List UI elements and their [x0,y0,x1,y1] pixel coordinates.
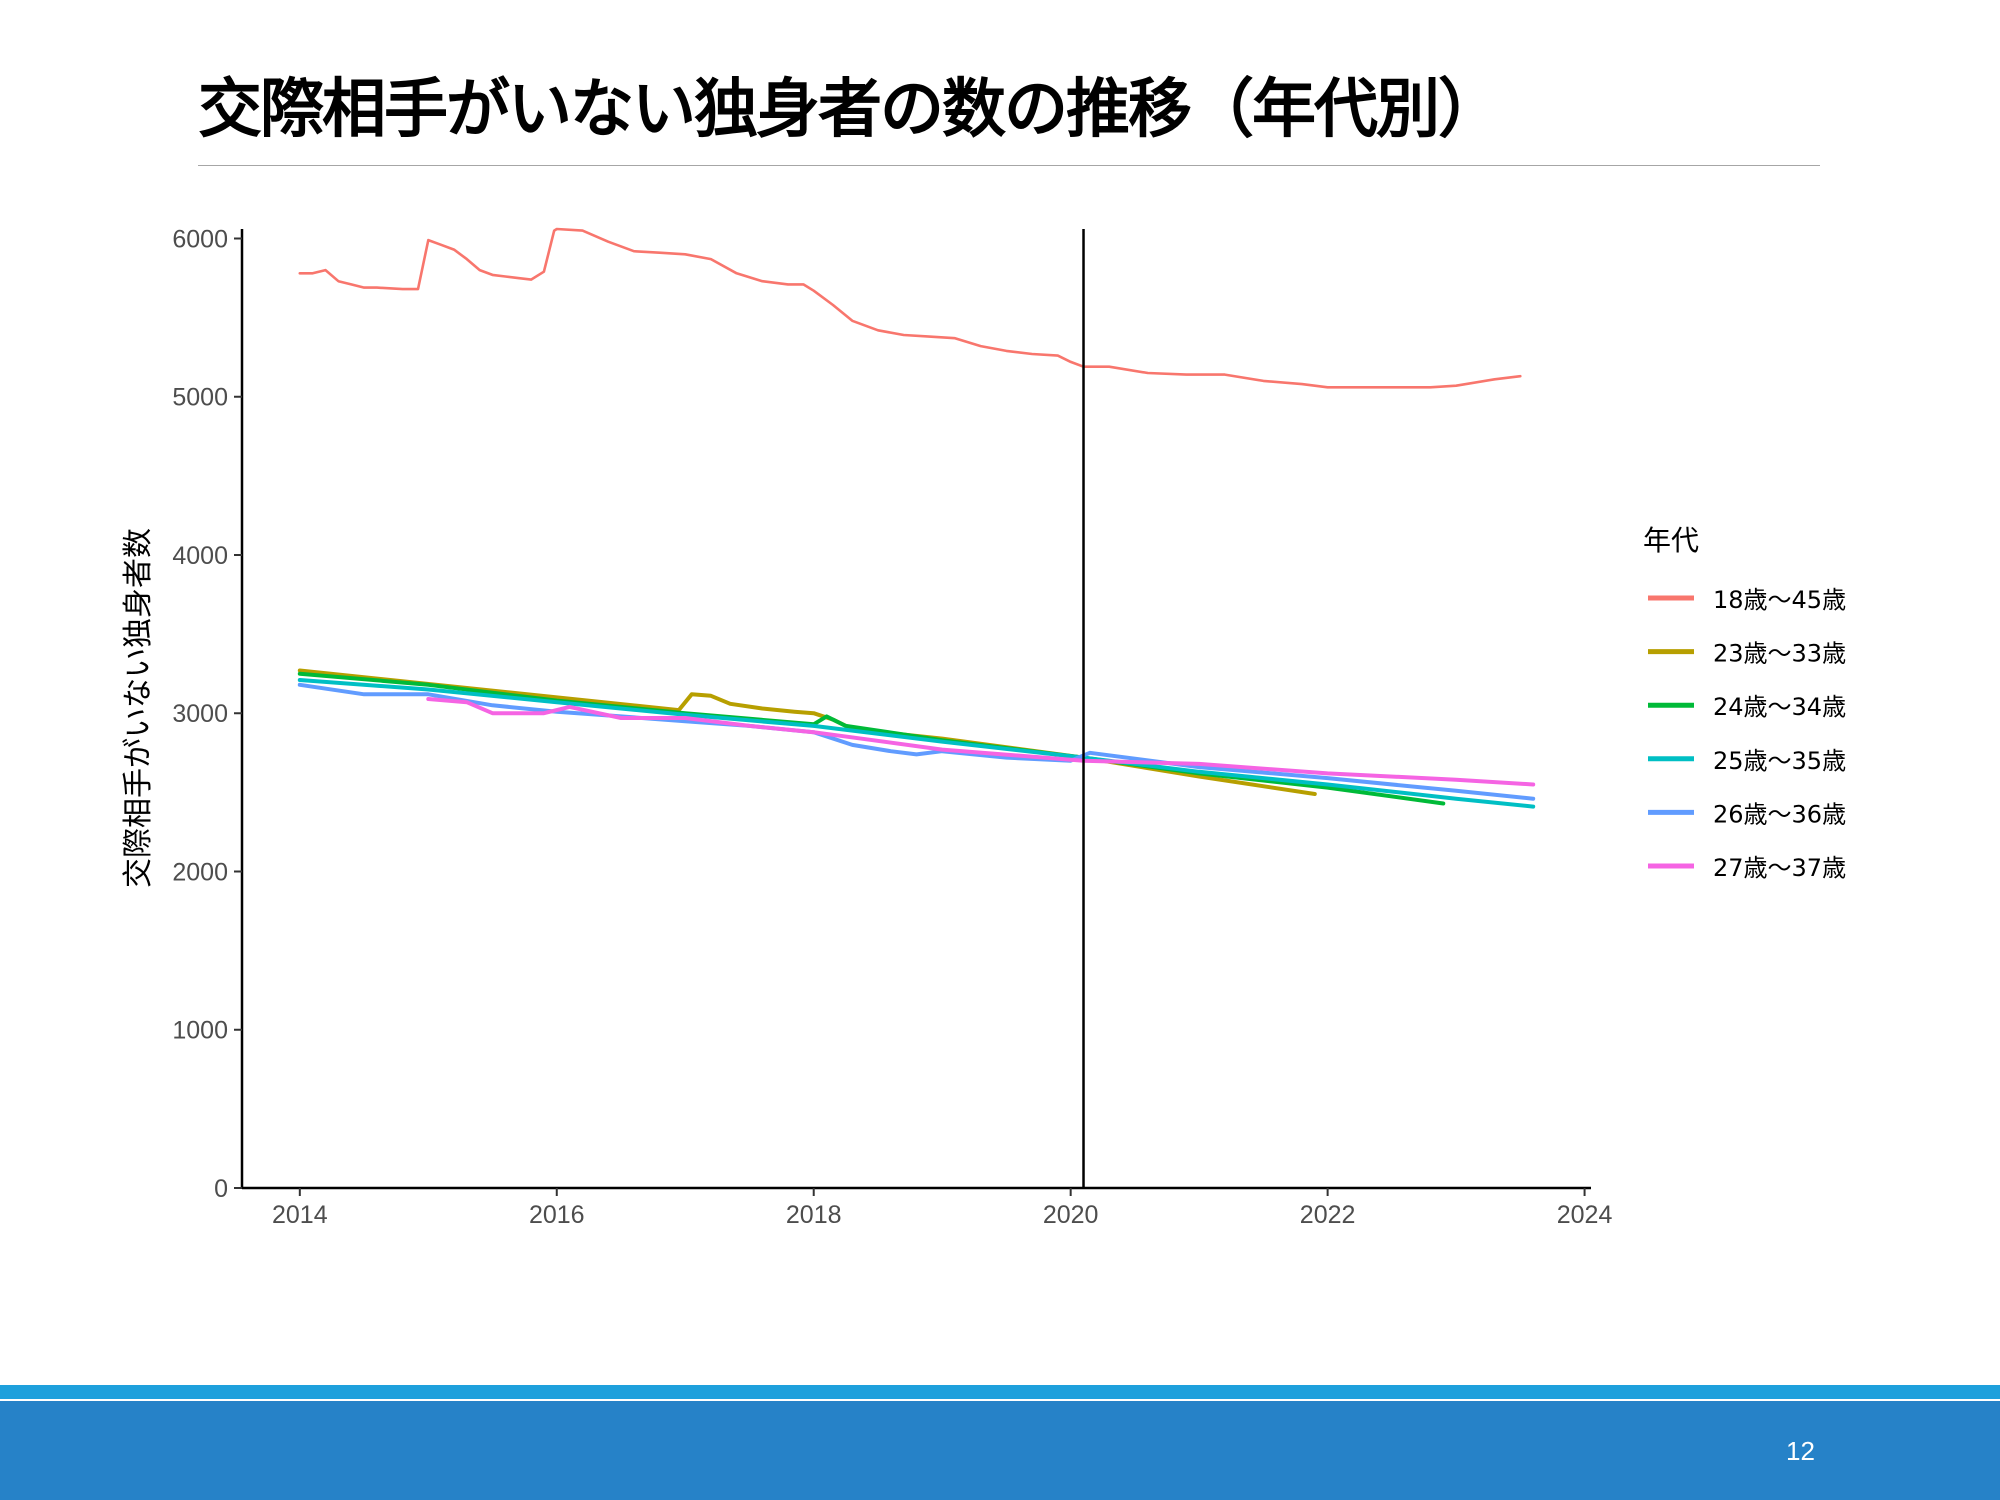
legend-title: 年代 [1643,524,1699,557]
series-line-4 [297,678,1536,809]
legend-label: 23歳～33歳 [1713,640,1846,668]
x-tick-label: 2022 [1300,1201,1356,1229]
x-tick-label: 2024 [1557,1201,1613,1229]
y-tick-label: 2000 [172,858,228,886]
series-line-5 [297,682,1536,801]
y-tick-label: 0 [214,1175,228,1203]
title-divider [198,165,1820,166]
series-line-1 [298,227,1522,389]
footer-bar [0,1401,2000,1500]
axes-layer: 0 1000 2000 3000 4000 5000 6000 2014 2016 2018 202… [172,225,1612,1229]
legend-label: 18歳～45歳 [1713,586,1846,614]
line-chart: 0 1000 2000 3000 4000 5000 6000 2014 2016 2018 202… [121,225,1846,1229]
series-layer [297,227,1536,809]
x-tick-label: 2020 [1043,1201,1099,1229]
page-number: 12 [1786,1436,1815,1466]
y-tick-label: 3000 [172,700,228,728]
y-tick-label: 6000 [172,225,228,253]
legend: 年代 18歳～45歳 23歳～33歳 24歳～34歳 25歳～35歳 26歳～36歳 27… [1643,524,1846,882]
legend-label: 25歳～35歳 [1713,747,1846,775]
legend-label: 27歳～37歳 [1713,854,1846,882]
x-tick-label: 2014 [272,1201,328,1229]
footer-accent-band [0,1385,2000,1399]
y-tick-label: 1000 [172,1017,228,1045]
slide-title: 交際相手がいない独身者の数の推移（年代別） [198,73,1502,147]
y-tick-label: 4000 [172,542,228,570]
series-line-6 [426,697,1536,787]
y-tick-label: 5000 [172,384,228,412]
x-tick-label: 2018 [786,1201,842,1229]
legend-label: 26歳～36歳 [1713,800,1846,828]
x-tick-label: 2016 [529,1201,585,1229]
y-axis-label: 交際相手がいない独身者数 [121,528,156,888]
legend-label: 24歳～34歳 [1713,693,1846,721]
